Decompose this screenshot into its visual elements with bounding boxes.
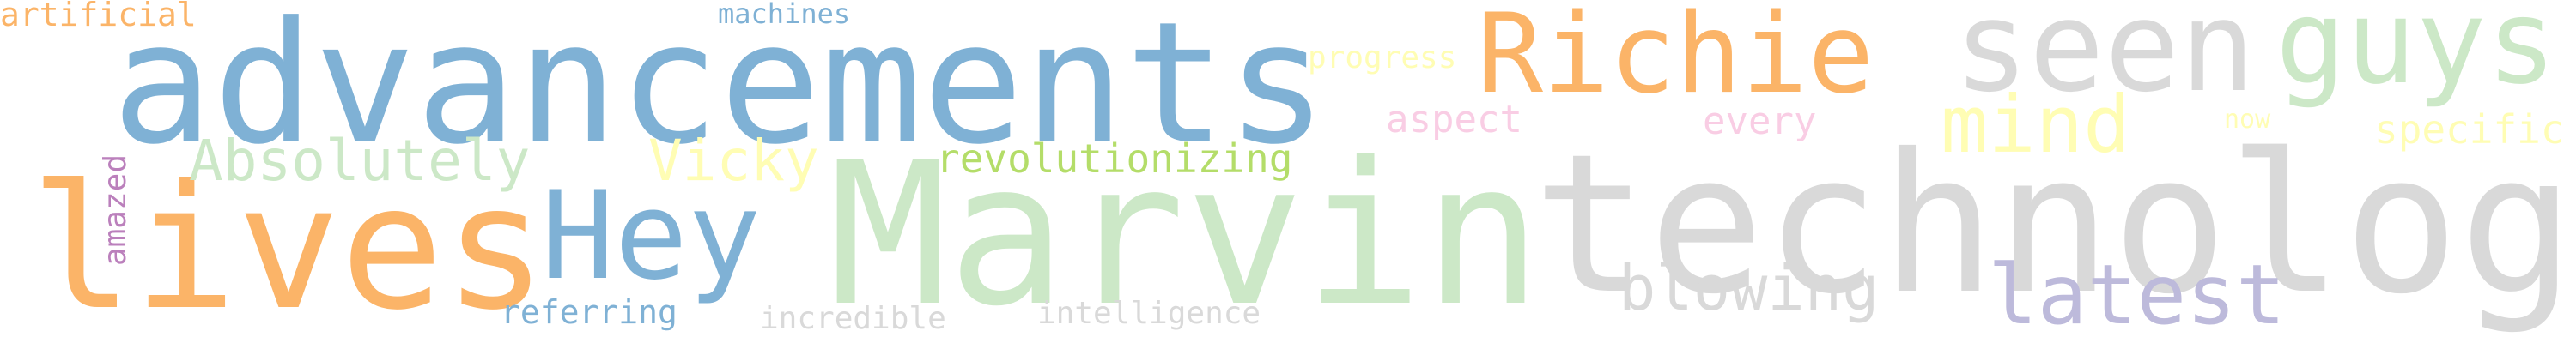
word-every: every [1703,99,1817,143]
word-amazed: amazed [98,154,133,267]
word-revolutionizing: revolutionizing [936,135,1293,182]
word-now: now [2224,105,2271,135]
word-referring: referring [501,293,677,331]
word-absolutely: Absolutely [189,128,531,194]
word-richie: Richie [1477,0,1874,118]
word-advancements: advancements [112,0,1328,182]
word-vicky: Vicky [648,128,819,194]
word-latest: latest [1988,247,2286,343]
word-machines: machines [718,0,851,30]
word-aspect: aspect [1386,98,1522,141]
word-technology: technology [1533,112,2576,336]
word-specific: specific [2374,106,2565,153]
word-lives: lives [30,148,548,343]
word-intelligence: intelligence [1037,296,1261,331]
word-guys: guys [2275,0,2557,111]
word-progress: progress [1308,40,1457,75]
word-hey: Hey [541,165,762,307]
word-mind: mind [1941,79,2131,171]
word-incredible: incredible [760,301,946,336]
word-artificial: artificial [0,0,197,33]
word-blowing: blowing [1619,252,1880,324]
word-marvin: Marvin [829,121,1542,343]
word-seen: seen [1953,0,2256,120]
